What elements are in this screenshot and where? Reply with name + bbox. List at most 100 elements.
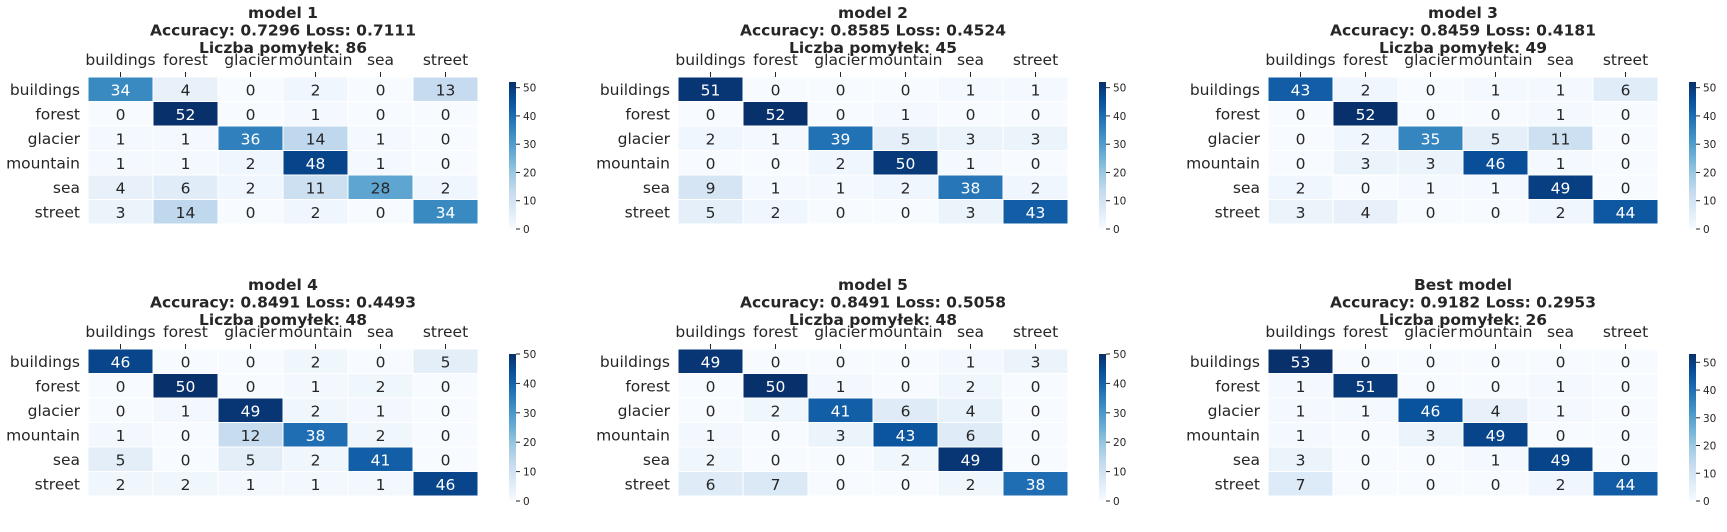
cell-value-label: 0 xyxy=(836,451,846,469)
cell-value-label: 2 xyxy=(1556,204,1566,222)
cell-value-label: 0 xyxy=(1296,155,1306,173)
cell-value-label: 3 xyxy=(1031,353,1041,371)
heatmap-cell xyxy=(872,76,939,102)
x-tick-label: forest xyxy=(163,51,208,69)
cell-value-label: 0 xyxy=(1361,179,1371,197)
cell-value-label: 0 xyxy=(1621,378,1631,396)
colorbar xyxy=(1099,82,1106,229)
cell-value-label: 0 xyxy=(1031,155,1041,173)
cell-value-label: 39 xyxy=(831,130,851,148)
heatmap-cell xyxy=(807,348,874,374)
heatmap-cell xyxy=(1397,422,1464,448)
heatmap-cell xyxy=(1267,422,1334,448)
chart-title-line: Accuracy: 0.8459 Loss: 0.4181 xyxy=(1330,22,1596,40)
y-tick-label: forest xyxy=(625,377,670,395)
cell-value-label: 4 xyxy=(1361,204,1371,222)
cell-value-label: 49 xyxy=(1551,179,1571,197)
heatmap-cell xyxy=(937,101,1004,127)
chart-title-line: Liczba pomyłek: 49 xyxy=(1379,39,1547,57)
cell-value-label: 38 xyxy=(961,179,981,197)
cell-value-label: 0 xyxy=(1621,353,1631,371)
cell-value-label: 0 xyxy=(1031,106,1041,124)
heatmap-cell xyxy=(282,397,349,423)
cell-value-label: 5 xyxy=(246,451,256,469)
cell-value-label: 49 xyxy=(241,402,261,420)
x-tick-label: mountain xyxy=(279,51,353,69)
cell-value-label: 2 xyxy=(246,179,256,197)
cell-value-label: 53 xyxy=(1291,353,1311,371)
heatmap-cell xyxy=(87,174,154,200)
cell-value-label: 0 xyxy=(376,204,386,222)
cell-value-label: 2 xyxy=(1296,179,1306,197)
colorbar-tick-label: 0 xyxy=(1703,496,1710,508)
colorbar-tick-label: 0 xyxy=(1113,224,1120,236)
cell-value-label: 3 xyxy=(1296,451,1306,469)
heatmap-cell xyxy=(742,174,809,200)
cell-value-label: 2 xyxy=(246,155,256,173)
heatmap-cell xyxy=(347,446,414,472)
cell-value-label: 2 xyxy=(311,81,321,99)
colorbar-tick-label: 40 xyxy=(523,378,536,390)
cell-value-label: 0 xyxy=(246,81,256,99)
cell-value-label: 1 xyxy=(181,130,191,148)
x-tick-label: street xyxy=(1603,323,1648,341)
cell-value-label: 0 xyxy=(116,106,126,124)
colorbar-tick-label: 30 xyxy=(523,139,536,151)
heatmap-cell xyxy=(937,76,1004,102)
cell-value-label: 0 xyxy=(1491,204,1501,222)
heatmap-cell xyxy=(1397,101,1464,127)
heatmap-cell xyxy=(1002,422,1069,448)
cell-value-label: 1 xyxy=(1556,81,1566,99)
cell-value-label: 5 xyxy=(901,130,911,148)
cell-value-label: 5 xyxy=(706,204,716,222)
cell-value-label: 46 xyxy=(111,353,131,371)
heatmap-cell xyxy=(1332,125,1399,151)
cell-value-label: 12 xyxy=(241,427,261,445)
cell-value-label: 1 xyxy=(116,155,126,173)
y-tick-label: mountain xyxy=(596,426,670,444)
heatmap-cell xyxy=(807,125,874,151)
x-tick-label: glacier xyxy=(1404,51,1457,69)
colorbar-tick-label: 50 xyxy=(523,83,536,95)
cell-value-label: 0 xyxy=(181,427,191,445)
cell-value-label: 0 xyxy=(1621,402,1631,420)
cell-value-label: 0 xyxy=(441,451,451,469)
cell-value-label: 0 xyxy=(246,378,256,396)
cell-value-label: 0 xyxy=(181,451,191,469)
cell-value-label: 1 xyxy=(1556,106,1566,124)
cell-value-label: 2 xyxy=(311,402,321,420)
chart-title-line: Accuracy: 0.8491 Loss: 0.5058 xyxy=(740,294,1006,312)
cell-value-label: 0 xyxy=(706,106,716,124)
heatmap-cell xyxy=(217,373,284,399)
cell-value-label: 36 xyxy=(241,130,261,148)
heatmap-cell xyxy=(87,125,154,151)
y-tick-label: sea xyxy=(1233,451,1260,469)
cell-value-label: 0 xyxy=(836,204,846,222)
y-tick-label: street xyxy=(625,475,670,493)
cell-value-label: 2 xyxy=(376,427,386,445)
cell-value-label: 1 xyxy=(1491,451,1501,469)
heatmap-cell xyxy=(1267,373,1334,399)
colorbar-tick-label: 0 xyxy=(523,224,530,236)
heatmap-cell xyxy=(872,422,939,448)
cell-value-label: 9 xyxy=(706,179,716,197)
heatmap-cell xyxy=(1397,199,1464,225)
cell-value-label: 0 xyxy=(706,378,716,396)
colorbar xyxy=(509,82,516,229)
cell-value-label: 6 xyxy=(901,402,911,420)
heatmap-cell xyxy=(1332,150,1399,176)
cell-value-label: 1 xyxy=(771,179,781,197)
heatmap-cell xyxy=(677,471,744,497)
cell-value-label: 0 xyxy=(1361,353,1371,371)
heatmap-cell xyxy=(1002,397,1069,423)
y-tick-label: mountain xyxy=(6,154,80,172)
heatmap-cell xyxy=(1592,446,1659,472)
heatmap-cell xyxy=(1332,101,1399,127)
heatmap-cell xyxy=(87,150,154,176)
cell-value-label: 3 xyxy=(1031,130,1041,148)
cell-value-label: 38 xyxy=(306,427,326,445)
colorbar-tick-label: 30 xyxy=(523,408,536,420)
heatmap-cell xyxy=(87,199,154,225)
